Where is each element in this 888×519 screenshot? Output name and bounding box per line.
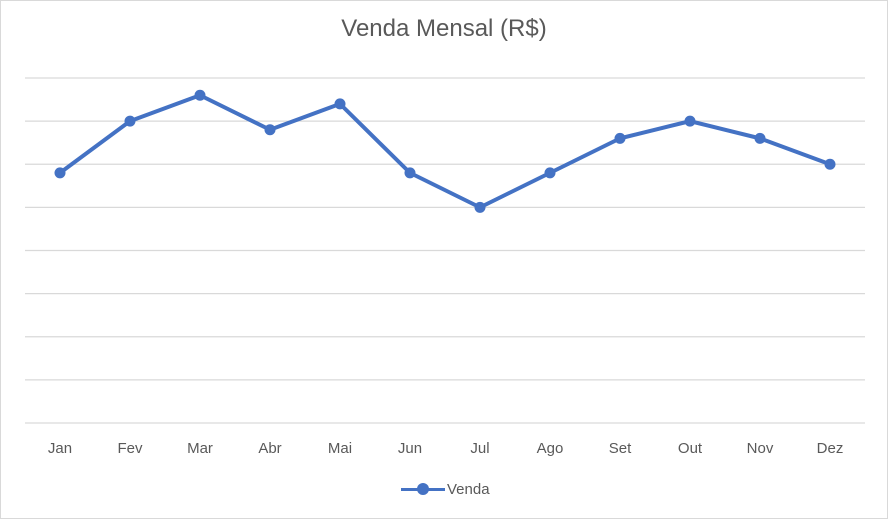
x-tick-label: Fev [117,440,143,457]
data-point [474,201,486,213]
x-tick-label: Dez [817,440,844,457]
series-venda [54,89,836,213]
x-tick-label: Mai [328,440,352,457]
x-tick-label: Jan [48,440,72,457]
data-point [614,132,626,144]
x-tick-label: Ago [537,440,564,457]
data-point [194,89,206,101]
legend-label: Venda [447,480,490,498]
legend-marker [401,483,445,495]
data-point [754,132,766,144]
x-tick-label: Nov [747,440,774,457]
x-tick-label: Out [678,440,703,457]
legend-dot [417,483,429,495]
x-tick-label: Mar [187,440,213,457]
data-point [264,124,276,136]
data-point [404,167,416,179]
x-tick-label: Jul [470,440,489,457]
data-point [544,167,556,179]
data-point [334,98,346,110]
x-axis-ticks: Jan Fev Mar Abr Mai Jun Jul Ago Set Out Nov Dez [48,440,843,457]
data-point [824,158,836,170]
x-tick-label: Set [609,440,632,457]
data-point [124,115,136,127]
gridlines [25,77,865,424]
x-tick-label: Jun [398,440,422,457]
chart-title: Venda Mensal (R$) [341,15,547,42]
data-point [684,115,696,127]
series-line [58,93,832,210]
x-tick-label: Abr [258,440,281,457]
legend: Venda [401,479,490,499]
data-point [54,167,66,179]
